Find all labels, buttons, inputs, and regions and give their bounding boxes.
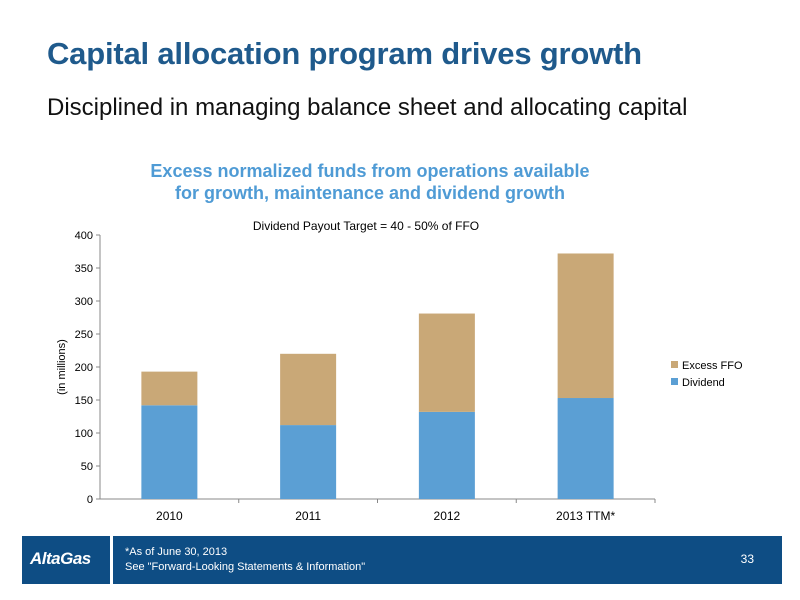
footer-note-line-1: *As of June 30, 2013: [125, 546, 228, 558]
bar-dividend: [280, 425, 337, 499]
legend-label: Dividend: [682, 377, 725, 389]
bar-excess-ffo: [418, 313, 475, 412]
y-tick-label: 300: [75, 296, 93, 308]
legend-swatch: [671, 378, 678, 385]
y-tick-label: 150: [75, 395, 93, 407]
footer-bar: AltaGas *As of June 30, 2013 See "Forwar…: [22, 536, 782, 584]
stacked-bar-chart: Dividend Payout Target = 40 - 50% of FFO…: [56, 219, 743, 523]
footer-note-line-2: See "Forward-Looking Statements & Inform…: [125, 561, 366, 573]
y-tick-label: 50: [81, 461, 93, 473]
chart-legend: Excess FFO Dividend: [671, 360, 743, 389]
slide-subtitle: Disciplined in managing balance sheet an…: [47, 94, 688, 121]
y-axis-label: (in millions): [56, 339, 68, 395]
chart-bars: [141, 253, 614, 499]
chart-title-line-2: for growth, maintenance and dividend gro…: [174, 183, 565, 203]
x-tick-label: 2011: [295, 509, 321, 523]
footer-note: *As of June 30, 2013 See "Forward-Lookin…: [125, 545, 365, 575]
page-number: 33: [740, 552, 754, 566]
x-tick-label: 2012: [434, 509, 461, 523]
footer-logo-box: AltaGas: [22, 536, 113, 584]
chart-title-line-1: Excess normalized funds from operations …: [150, 161, 590, 181]
chart-title: Excess normalized funds from operations …: [120, 160, 620, 204]
x-tick-label: 2010: [156, 509, 183, 523]
bar-excess-ffo: [280, 353, 337, 426]
bar-excess-ffo: [557, 253, 614, 399]
chart-annotation: Dividend Payout Target = 40 - 50% of FFO: [253, 219, 479, 233]
legend-label: Excess FFO: [682, 360, 743, 372]
bar-dividend: [557, 398, 614, 499]
y-tick-label: 0: [87, 494, 93, 506]
y-tick-label: 100: [75, 428, 93, 440]
y-tick-label: 400: [75, 230, 93, 242]
bar-excess-ffo: [141, 371, 198, 406]
y-tick-label: 200: [75, 362, 93, 374]
company-logo: AltaGas: [30, 549, 91, 568]
x-tick-label: 2013 TTM*: [556, 509, 615, 523]
y-tick-label: 250: [75, 329, 93, 341]
y-tick-label: 350: [75, 263, 93, 275]
bar-dividend: [141, 405, 198, 499]
slide-title: Capital allocation program drives growth: [47, 36, 642, 71]
legend-swatch: [671, 361, 678, 368]
bar-dividend: [418, 411, 475, 499]
